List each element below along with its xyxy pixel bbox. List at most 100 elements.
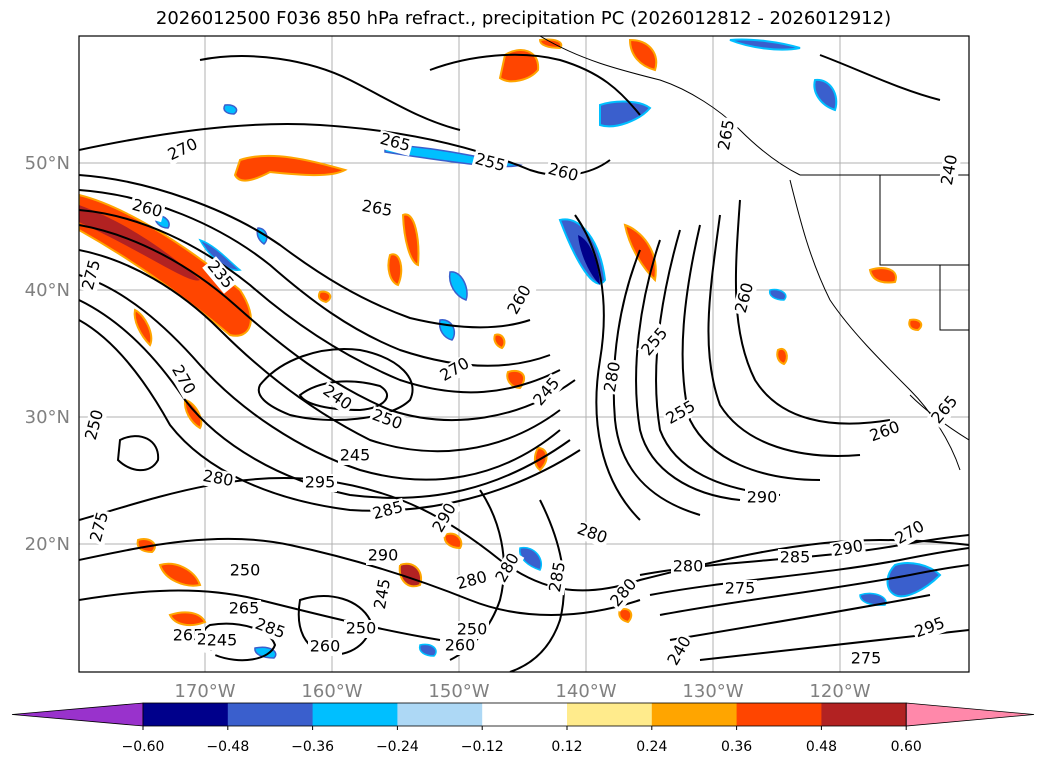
contour-label-halo — [202, 256, 238, 294]
lon-tick-label: 140°W — [555, 681, 616, 702]
colorbar — [11, 702, 1035, 727]
contour-label-halo — [927, 391, 963, 429]
contour-label-halo — [81, 406, 109, 444]
longitude-tick-labels: 170°W 160°W 150°W 140°W 130°W 120°W — [174, 681, 870, 702]
colorbar-tick-labels: −0.60 −0.48 −0.36 −0.24 −0.12 0.12 0.24 0.36 0.4… — [122, 726, 922, 755]
lon-tick-label: 120°W — [809, 681, 870, 702]
contour-label-halo — [369, 497, 407, 525]
contour-label-halo — [829, 537, 867, 561]
colorbar-tick-label: 0.36 — [721, 739, 752, 755]
contour-label-halo — [910, 613, 950, 643]
contour-label-halo — [546, 558, 570, 596]
colorbar-tick-label: −0.12 — [461, 739, 504, 755]
latitude-tick-labels: 50°N 40°N 30°N 20°N — [25, 153, 70, 555]
contour-label-halo — [572, 519, 612, 549]
contour-label-halo — [715, 116, 739, 154]
contour-label-halo — [606, 574, 642, 612]
contour-label-halo — [205, 632, 239, 650]
contour-label-halo — [491, 548, 525, 588]
contour-label-halo — [317, 380, 357, 416]
contour-label-halo — [443, 637, 477, 655]
contour-label-halo — [890, 516, 930, 550]
contour-label-halo — [338, 447, 372, 465]
contour-label-halo — [428, 498, 462, 538]
contour-label-halo — [865, 417, 905, 447]
contour-label: 250 — [346, 619, 377, 638]
contour-label-halo — [86, 508, 114, 546]
contour-label-halo — [344, 620, 378, 638]
contour-label-halo — [778, 549, 812, 567]
colorbar-extend-high — [905, 702, 1035, 727]
colorbar-tick-label: 0.48 — [806, 739, 837, 755]
contour-label-halo — [453, 567, 491, 595]
colorbar-frame — [142, 702, 907, 727]
contour-label-halo — [366, 547, 400, 565]
colorbar-extend-low — [11, 702, 144, 727]
contour-label: 250 — [457, 620, 488, 639]
contour-label-halo — [79, 256, 106, 294]
contour-label-halo — [166, 360, 200, 400]
contour-label-halo — [371, 575, 395, 613]
colorbar-segment — [227, 703, 314, 726]
contour-label-halo — [503, 280, 537, 320]
colorbar-tick-label: −0.48 — [206, 739, 249, 755]
lat-tick-label: 40°N — [25, 280, 70, 301]
contour-label-halo — [227, 600, 261, 618]
colorbar-segment — [143, 703, 229, 726]
contour-label-halo — [529, 373, 565, 411]
colorbar-segment — [821, 703, 907, 726]
colorbar-tick-label: 0.24 — [636, 739, 667, 755]
colorbar-tick-label: 0.12 — [551, 739, 582, 755]
contour-label-halo — [250, 614, 290, 644]
contour-label-halo — [637, 323, 673, 361]
contour-label-halo — [199, 467, 237, 491]
colorbar-tick-label: −0.36 — [291, 739, 334, 755]
contour-label-halo — [938, 151, 962, 189]
contour-label-halo — [228, 562, 262, 580]
lat-tick-label: 30°N — [25, 407, 70, 428]
colorbar-segment — [482, 703, 568, 726]
contour-label: 275 — [725, 579, 756, 598]
lat-tick-label: 50°N — [25, 153, 70, 174]
contour-label: 260 — [310, 637, 341, 656]
contour-label-halo — [601, 358, 625, 396]
contour-label-halo — [435, 353, 475, 387]
contour-label-halo — [128, 195, 166, 223]
lon-tick-label: 160°W — [301, 681, 362, 702]
contour-label: 275 — [851, 649, 882, 668]
colorbar-segment — [567, 703, 653, 726]
plot-area — [79, 36, 969, 672]
contour-label: 265 — [229, 599, 260, 618]
chart-title: 2026012500 F036 850 hPa refract., precip… — [155, 8, 892, 29]
contour-label-halo — [671, 558, 705, 576]
contour-label-halo — [308, 638, 342, 656]
contour-label: 245 — [207, 631, 238, 650]
contour-label: 290 — [747, 488, 778, 507]
contour-label-halo — [367, 405, 407, 435]
contour-label: 285 — [780, 548, 811, 567]
contour-label-halo — [163, 134, 203, 166]
colorbar-segment — [651, 703, 738, 726]
plot-frame — [78, 35, 970, 673]
colorbar-tick-label: −0.24 — [376, 739, 419, 755]
contour-label-halo — [358, 197, 396, 221]
lon-tick-label: 170°W — [174, 681, 235, 702]
contour-label: 260 — [445, 636, 476, 655]
contour-label: 290 — [368, 546, 399, 565]
contour-label-halo — [663, 631, 697, 671]
colorbar-segment — [397, 703, 483, 726]
lon-tick-label: 150°W — [428, 681, 489, 702]
contour-label: 280 — [673, 557, 704, 576]
contour-label-halo — [723, 580, 757, 598]
colorbar-tick-label: 0.60 — [891, 739, 922, 755]
lat-tick-label: 20°N — [25, 534, 70, 555]
contour-label: 295 — [305, 473, 336, 492]
contour-label: 250 — [230, 561, 261, 580]
contour-label-halo — [471, 149, 509, 177]
contour-label-halo — [544, 159, 582, 187]
contour-label-halo — [731, 279, 759, 317]
colorbar-segment — [736, 703, 822, 726]
contour-label-halo — [303, 474, 337, 492]
